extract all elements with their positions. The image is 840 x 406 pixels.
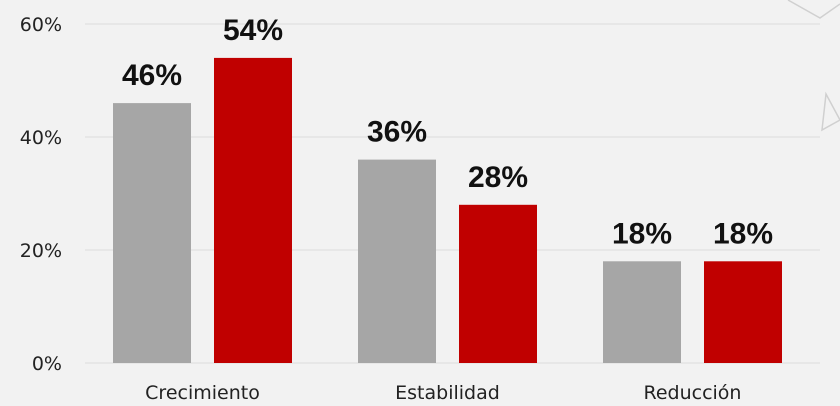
bar [603, 261, 681, 363]
data-label: 28% [468, 161, 528, 194]
category-label: Reducción [644, 382, 742, 404]
data-label: 54% [223, 14, 283, 47]
bar [358, 159, 436, 363]
data-labels: 46% 54% 36% 28% 18% 18% [122, 14, 773, 250]
data-label: 18% [612, 217, 672, 250]
x-axis-categories: Crecimiento Estabilidad Reducción [145, 382, 741, 404]
y-tick-label: 20% [20, 240, 62, 262]
bar [113, 103, 191, 363]
y-axis-ticks: 0% 20% 40% 60% [20, 14, 62, 375]
category-label: Crecimiento [145, 382, 260, 404]
y-tick-label: 40% [20, 127, 62, 149]
y-tick-label: 0% [32, 353, 62, 375]
gridlines [85, 23, 820, 364]
y-tick-label: 60% [20, 14, 62, 36]
data-label: 18% [713, 217, 773, 250]
category-label: Estabilidad [395, 382, 500, 404]
bars [113, 57, 782, 364]
decor-triangle [821, 91, 840, 132]
bar [704, 261, 782, 363]
bar [214, 57, 292, 364]
decor-stroke [787, 0, 840, 19]
background-decoration [787, 0, 840, 132]
data-label: 36% [367, 116, 427, 149]
data-label: 46% [122, 59, 182, 92]
bar [459, 204, 537, 363]
